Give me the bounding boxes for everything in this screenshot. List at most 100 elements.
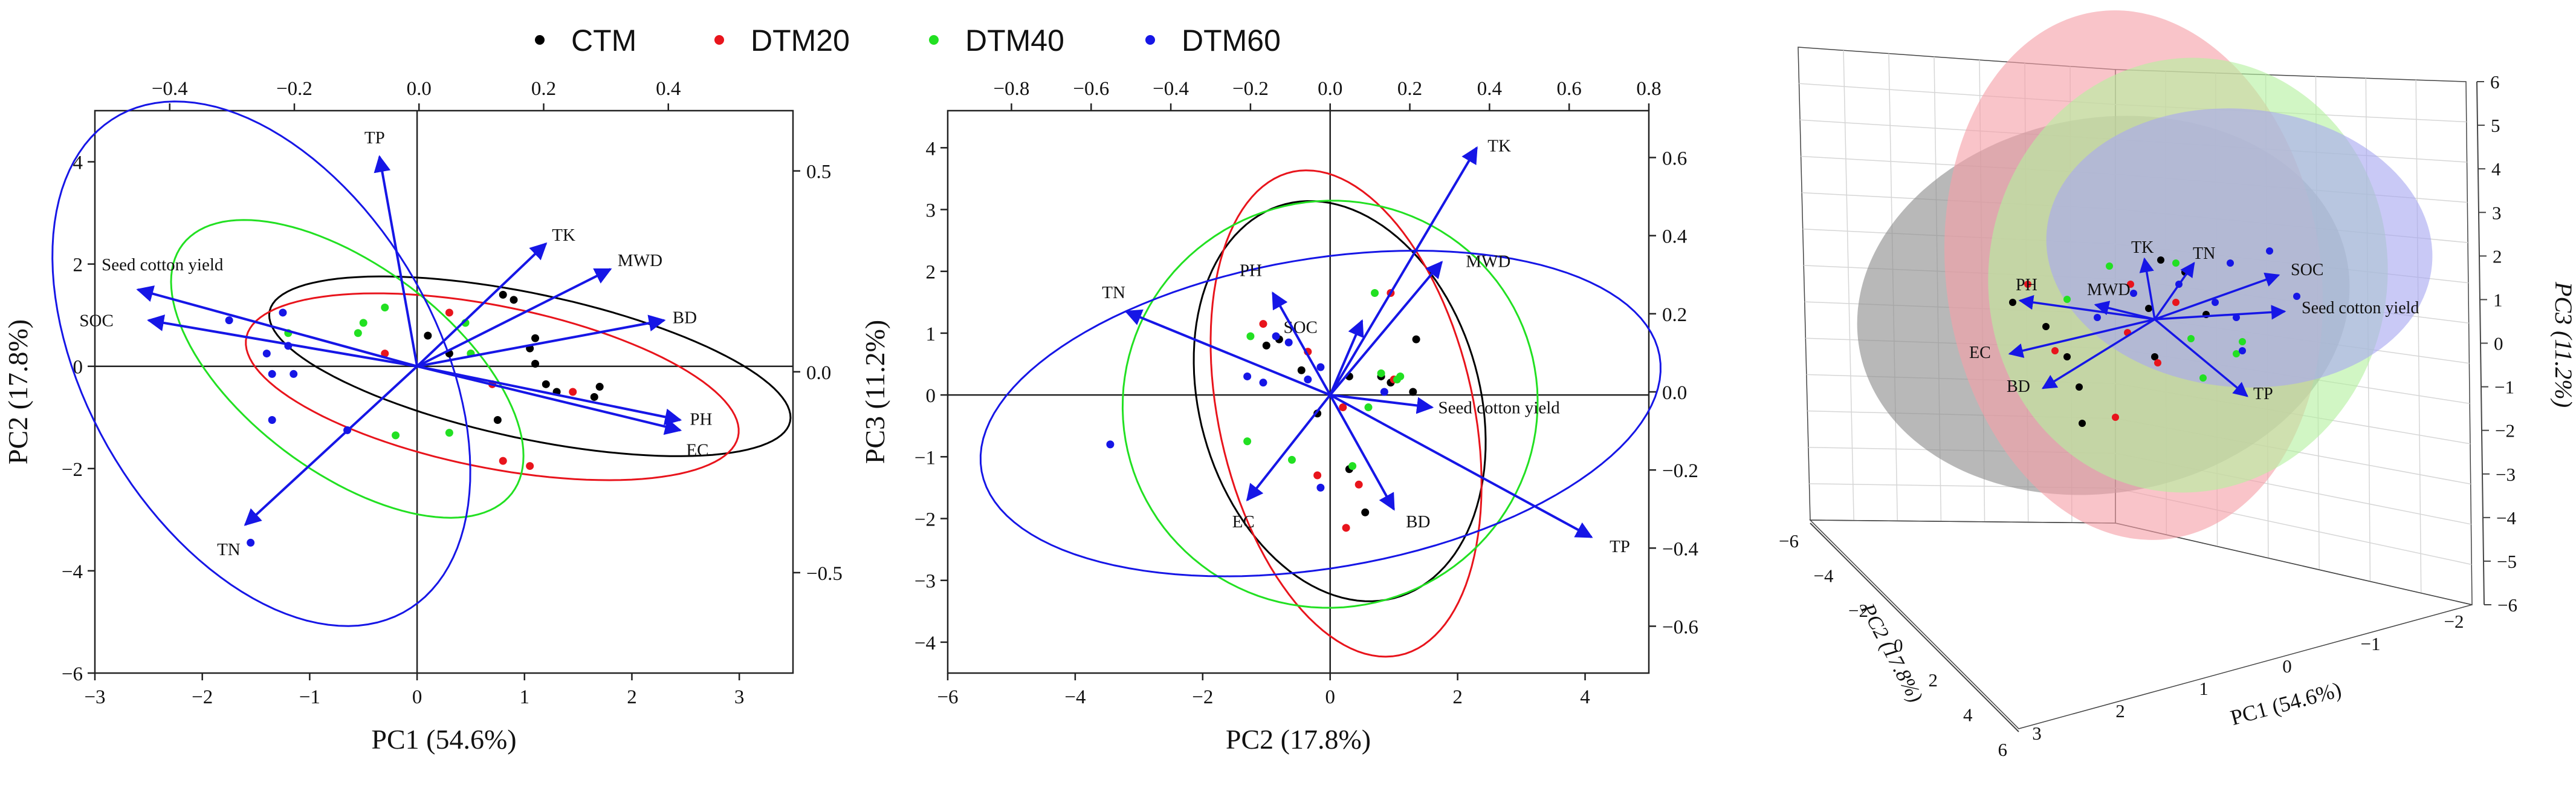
data-point-dtm20 xyxy=(2127,281,2134,288)
y-tick-label: 1 xyxy=(926,324,936,345)
loading-vector-ec xyxy=(416,365,682,435)
loading-vector-ph xyxy=(2018,295,2155,321)
data-point-dtm60 xyxy=(2130,290,2137,297)
legend-marker-dtm40 xyxy=(929,35,939,45)
data-point-ctm xyxy=(2063,353,2071,360)
y-tick-label: −4 xyxy=(62,561,83,583)
data-point-dtm60 xyxy=(2293,293,2300,300)
data-point-ctm xyxy=(499,290,507,299)
y-tick-label: 2 xyxy=(73,255,83,276)
data-point-dtm20 xyxy=(499,457,507,465)
floor xyxy=(1809,519,2473,729)
plot-frame xyxy=(947,109,1650,674)
data-point-dtm40 xyxy=(2187,335,2195,342)
vector-label-tn: TN xyxy=(217,540,241,559)
right-tick-label: −0.5 xyxy=(806,563,843,585)
vector-label-ec: EC xyxy=(1969,343,1991,362)
loading-vector-tn xyxy=(1124,309,1331,396)
loading-vector-tk xyxy=(416,242,548,368)
data-point-dtm40 xyxy=(1364,403,1373,412)
x-tick-label: −6 xyxy=(937,686,958,708)
x3d-tick-label: −2 xyxy=(2444,611,2464,632)
data-point-ctm xyxy=(2157,256,2164,264)
data-point-dtm40 xyxy=(445,429,453,437)
right-tick-label: 0.0 xyxy=(806,362,831,384)
data-point-ctm xyxy=(531,360,540,368)
data-point-dtm20 xyxy=(381,350,389,358)
z-tick-label: −3 xyxy=(2496,464,2516,485)
data-point-ctm xyxy=(2076,383,2083,391)
loading-vector-tk xyxy=(1329,146,1478,396)
data-point-ctm xyxy=(493,416,502,424)
loading-vector-soc xyxy=(1328,319,1364,395)
vector-label-ph: PH xyxy=(2016,276,2037,295)
data-point-dtm40 xyxy=(2199,374,2207,382)
x-tick-label: −2 xyxy=(192,686,213,708)
y-tick-label: −1 xyxy=(914,447,936,469)
top-tick-label: −0.2 xyxy=(276,78,312,100)
y-tick-label: 4 xyxy=(926,138,936,160)
legend-marker-dtm20 xyxy=(714,35,724,45)
vector-label-seed-cotton-yield: Seed cotton yield xyxy=(1438,399,1560,418)
y3d-tick-label: 2 xyxy=(1929,669,1938,691)
data-point-dtm40 xyxy=(2239,338,2246,345)
y-tick-label: 3 xyxy=(926,200,936,222)
data-point-ctm xyxy=(424,331,432,340)
z-tick-label: −1 xyxy=(2494,377,2514,398)
x-tick-label: 0 xyxy=(1325,686,1335,708)
data-point-dtm60 xyxy=(1316,363,1325,371)
right-tick-label: −0.6 xyxy=(1662,617,1698,639)
data-point-dtm40 xyxy=(1243,437,1252,446)
x-tick-label: −2 xyxy=(1192,686,1213,708)
top-tick-label: 0.0 xyxy=(407,78,432,100)
right-tick-label: 0.0 xyxy=(1662,382,1687,404)
loading-vector-tp xyxy=(374,155,419,367)
loading-vector-tn xyxy=(244,365,418,526)
data-point-dtm20 xyxy=(1342,524,1350,532)
y-tick-label: 0 xyxy=(73,357,83,379)
x-tick-label: 0 xyxy=(412,686,422,708)
data-point-dtm60 xyxy=(279,308,287,317)
loading-vector-ec xyxy=(2008,318,2155,358)
top-tick-label: −0.4 xyxy=(1153,78,1189,100)
data-point-dtm20 xyxy=(1354,480,1363,489)
data-point-dtm20 xyxy=(2172,299,2180,306)
data-point-dtm40 xyxy=(1371,288,1379,297)
x3d-tick-label: 2 xyxy=(2115,700,2125,721)
grid-line xyxy=(1843,50,1854,521)
right-tick-label: 0.6 xyxy=(1662,148,1687,170)
data-point-dtm20 xyxy=(2024,281,2031,288)
data-point-ctm xyxy=(595,383,604,391)
data-point-dtm60 xyxy=(268,416,276,424)
legend-marker-ctm xyxy=(535,35,545,45)
data-point-dtm20 xyxy=(1339,403,1347,412)
data-point-dtm60 xyxy=(262,350,271,358)
z-tick-label: −6 xyxy=(2497,594,2517,616)
vector-label-mwd: MWD xyxy=(618,251,662,270)
data-point-dtm60 xyxy=(1106,440,1115,449)
x-tick-label: 4 xyxy=(1580,686,1590,708)
z-tick-label: 1 xyxy=(2493,289,2503,310)
loading-vector-bd xyxy=(2041,318,2155,389)
x3d-tick-label: −1 xyxy=(2361,633,2381,654)
data-point-ctm xyxy=(1361,508,1370,516)
data-point-dtm40 xyxy=(2106,262,2113,270)
vector-label-seed-cotton-yield: Seed cotton yield xyxy=(2302,299,2419,317)
x-axis-title: PC1 (54.6%) xyxy=(371,724,516,755)
data-point-dtm60 xyxy=(2239,347,2246,354)
loading-vector-ec xyxy=(1246,394,1332,502)
data-point-ctm xyxy=(1262,341,1270,350)
confidence-ellipse-dtm20 xyxy=(1209,169,1483,658)
data-point-dtm20 xyxy=(569,388,577,396)
top-tick-label: −0.6 xyxy=(1073,78,1109,100)
vector-label-mwd: MWD xyxy=(2087,281,2131,299)
data-point-dtm60 xyxy=(2233,314,2240,321)
y3d-axis-title: PC2 (17.8%) xyxy=(1856,599,1926,706)
data-point-dtm60 xyxy=(1316,483,1325,492)
confidence-ellipse-dtm40 xyxy=(170,219,525,519)
loading-vector-ph xyxy=(416,365,682,426)
right-tick-label: 0.5 xyxy=(806,161,831,183)
right-tick-label: −0.2 xyxy=(1662,460,1698,482)
y-tick-label: 2 xyxy=(926,262,936,284)
